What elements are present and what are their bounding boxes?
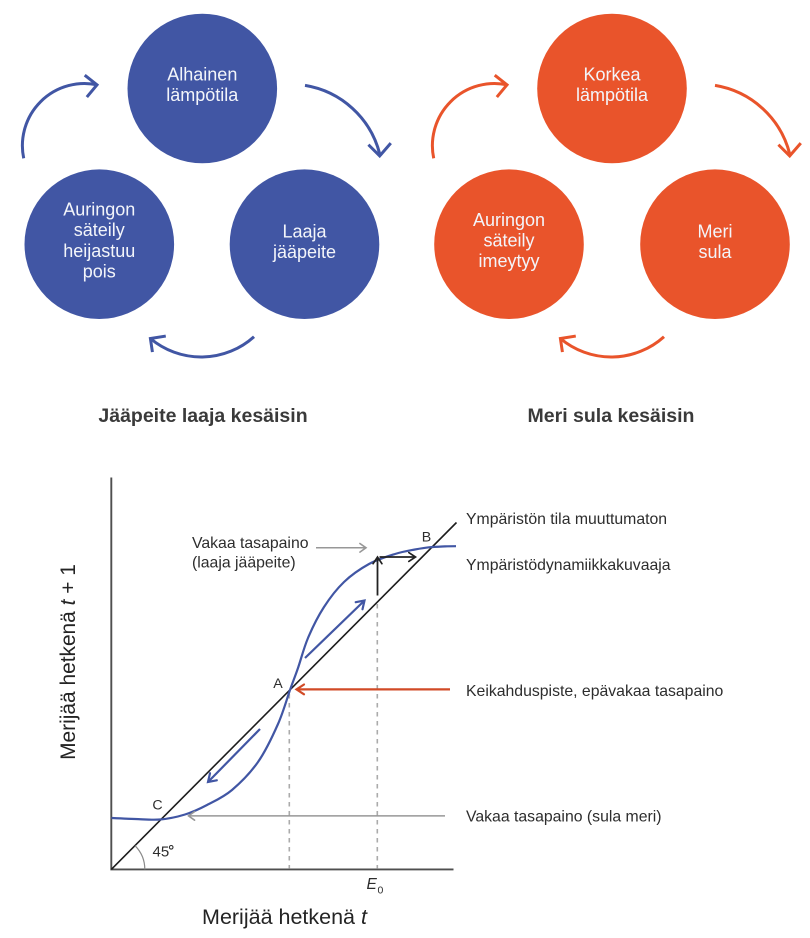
svg-text:Korkea: Korkea — [583, 65, 641, 85]
svg-text:0: 0 — [378, 885, 384, 897]
svg-text:säteily: säteily — [74, 220, 125, 240]
svg-text:Laaja: Laaja — [282, 222, 327, 242]
svg-text:heijastuu: heijastuu — [63, 241, 135, 261]
svg-text:lämpötila: lämpötila — [576, 85, 649, 105]
svg-text:pois: pois — [83, 261, 116, 281]
svg-text:C: C — [152, 798, 162, 814]
svg-text:jääpeite: jääpeite — [272, 242, 336, 262]
svg-text:Alhainen: Alhainen — [167, 65, 237, 85]
svg-text:45: 45 — [153, 844, 170, 861]
svg-text:Meri sula kesäisin: Meri sula kesäisin — [528, 405, 695, 427]
svg-text:Auringon: Auringon — [473, 210, 545, 230]
svg-text:B: B — [422, 530, 431, 546]
svg-text:Meri: Meri — [698, 222, 733, 242]
svg-text:sula: sula — [698, 242, 732, 262]
svg-text:Keikahduspiste, epävakaa tasap: Keikahduspiste, epävakaa tasapaino — [466, 683, 724, 700]
svg-text:(laaja jääpeite): (laaja jääpeite) — [192, 555, 296, 572]
svg-text:Ympäristön tila muuttumaton: Ympäristön tila muuttumaton — [466, 511, 667, 528]
svg-text:Ympäristödynamiikkakuvaaja: Ympäristödynamiikkakuvaaja — [466, 557, 671, 574]
svg-text:E: E — [367, 876, 378, 893]
svg-text:Merijää hetkenä t + 1: Merijää hetkenä t + 1 — [57, 564, 80, 760]
svg-text:Vakaa tasapaino: Vakaa tasapaino — [192, 535, 309, 552]
svg-text:Auringon: Auringon — [63, 200, 135, 220]
svg-text:imeytyy: imeytyy — [478, 251, 539, 271]
svg-text:lämpötila: lämpötila — [166, 85, 239, 105]
svg-text:säteily: säteily — [483, 231, 534, 251]
svg-text:Merijää hetkenä t: Merijää hetkenä t — [202, 905, 368, 929]
svg-text:Vakaa tasapaino (sula meri): Vakaa tasapaino (sula meri) — [466, 809, 662, 826]
svg-text:A: A — [273, 676, 283, 692]
svg-text:Jääpeite laaja kesäisin: Jääpeite laaja kesäisin — [98, 405, 307, 427]
